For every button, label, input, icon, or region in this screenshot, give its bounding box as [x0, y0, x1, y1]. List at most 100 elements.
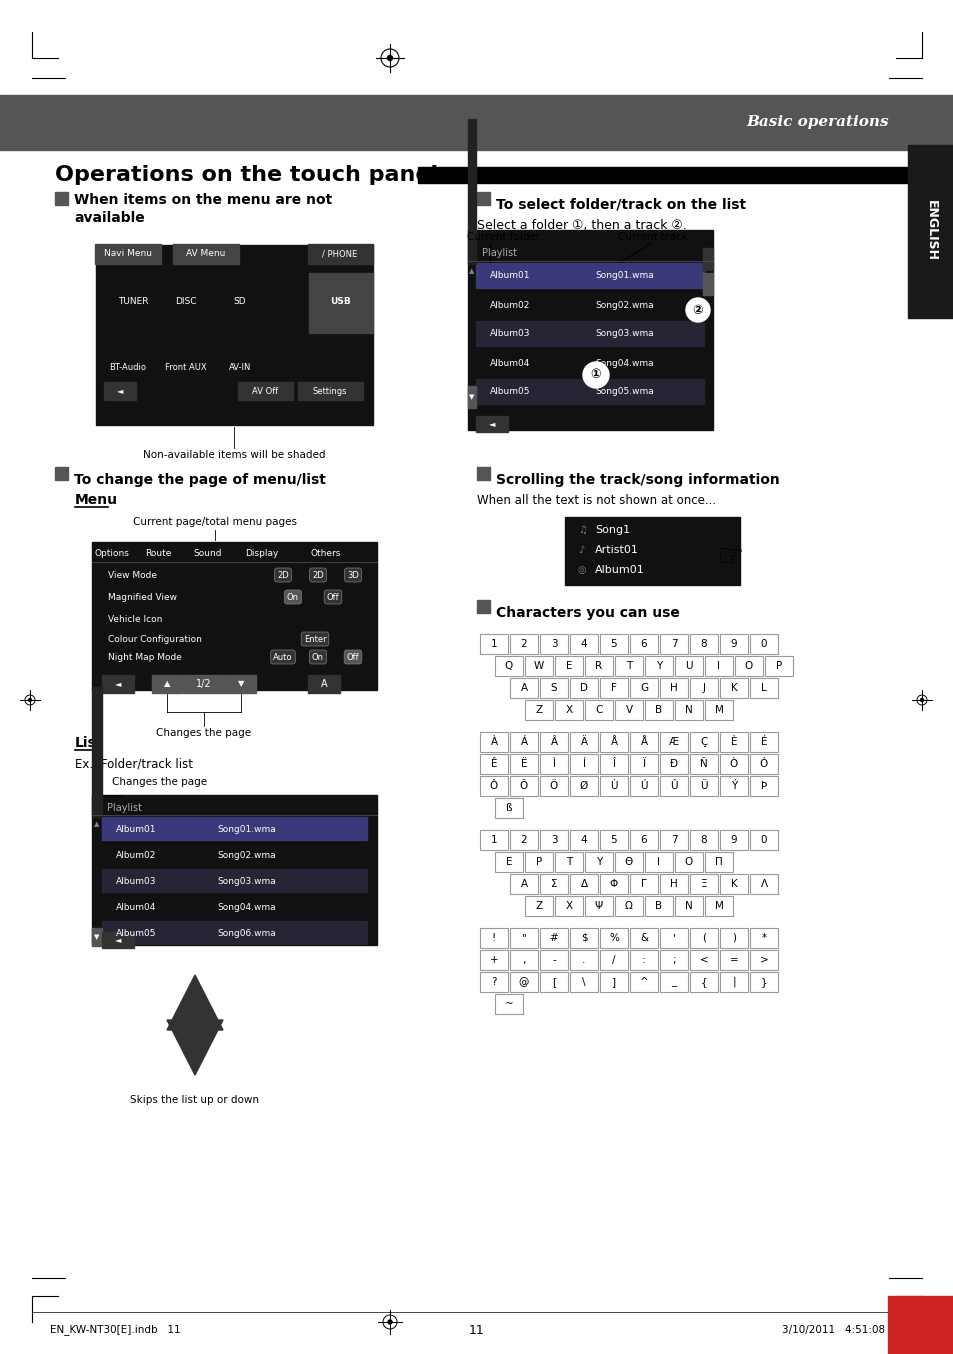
Bar	[659, 873, 687, 894]
Text: ♫: ♫	[578, 525, 586, 535]
Text: Current track: Current track	[618, 232, 687, 242]
Bar	[468, 119, 476, 264]
Polygon shape	[167, 1020, 223, 1075]
Bar	[308, 676, 339, 693]
Bar	[599, 754, 627, 774]
Text: ?: ?	[491, 978, 497, 987]
Text: Z: Z	[535, 705, 542, 715]
Bar	[569, 873, 598, 894]
Bar	[749, 678, 778, 699]
Bar	[539, 733, 567, 751]
Text: Δ: Δ	[579, 879, 587, 890]
Bar	[629, 634, 658, 654]
Bar	[749, 830, 778, 850]
Bar	[468, 386, 476, 408]
Bar	[702, 274, 712, 295]
Text: Ψ: Ψ	[595, 900, 602, 911]
Text: AV-IN: AV-IN	[229, 363, 251, 372]
Text: K: K	[730, 682, 737, 693]
Bar	[629, 754, 658, 774]
Text: 1: 1	[490, 639, 497, 649]
Text: Ω: Ω	[624, 900, 632, 911]
Text: Ö: Ö	[549, 781, 558, 791]
Bar	[584, 896, 613, 917]
Text: Θ: Θ	[624, 857, 633, 867]
Text: 5: 5	[610, 835, 617, 845]
Circle shape	[388, 1320, 392, 1324]
Bar	[95, 244, 161, 264]
Bar	[495, 994, 522, 1014]
Bar	[495, 655, 522, 676]
Bar	[569, 733, 598, 751]
Bar	[704, 896, 732, 917]
Bar	[629, 830, 658, 850]
Bar	[749, 951, 778, 969]
Text: B: B	[655, 705, 662, 715]
Bar	[599, 927, 627, 948]
Bar	[476, 349, 703, 375]
Text: AV Menu: AV Menu	[186, 249, 226, 259]
Bar	[476, 467, 490, 481]
Text: On: On	[287, 593, 298, 601]
Text: Route: Route	[145, 550, 171, 558]
Bar	[510, 873, 537, 894]
Text: Select a folder ①, then a track ②.: Select a folder ①, then a track ②.	[476, 218, 686, 232]
Text: Sound: Sound	[193, 550, 222, 558]
Text: Ξ: Ξ	[700, 879, 706, 890]
Text: 1/2: 1/2	[196, 678, 212, 689]
Bar	[629, 776, 658, 796]
Bar	[237, 382, 293, 399]
Bar	[102, 676, 133, 693]
Text: G: G	[639, 682, 647, 693]
Bar	[599, 733, 627, 751]
Text: 1: 1	[490, 835, 497, 845]
Text: Ì: Ì	[552, 760, 555, 769]
Text: Å: Å	[639, 737, 647, 747]
Bar	[476, 416, 507, 432]
Text: Non-available items will be shaded: Non-available items will be shaded	[143, 450, 325, 460]
Bar	[102, 816, 367, 839]
Text: Î: Î	[612, 760, 615, 769]
Text: Album03: Album03	[116, 876, 156, 886]
Text: Display: Display	[245, 550, 278, 558]
Bar	[764, 655, 792, 676]
Bar	[476, 263, 703, 288]
Text: À: À	[490, 737, 497, 747]
Text: 9: 9	[730, 835, 737, 845]
Bar	[584, 852, 613, 872]
Text: ): )	[731, 933, 735, 942]
Text: 6: 6	[640, 639, 647, 649]
Text: I: I	[717, 661, 720, 672]
Text: N: N	[684, 705, 692, 715]
Text: Å: Å	[610, 737, 617, 747]
Text: \: \	[581, 978, 585, 987]
Text: ▼: ▼	[469, 394, 475, 399]
Text: 2D: 2D	[312, 570, 323, 580]
Bar	[659, 830, 687, 850]
Bar	[479, 634, 507, 654]
Text: ~: ~	[504, 999, 513, 1009]
Bar	[629, 951, 658, 969]
Bar	[102, 869, 367, 892]
Text: Â: Â	[550, 737, 557, 747]
Text: Album01: Album01	[490, 272, 530, 280]
Text: Û: Û	[670, 781, 677, 791]
Text: ^: ^	[639, 978, 648, 987]
Text: /: /	[612, 955, 615, 965]
Text: ◄: ◄	[114, 680, 121, 688]
Bar	[749, 776, 778, 796]
Text: Magnified View: Magnified View	[108, 593, 177, 601]
Text: BT-Audio: BT-Audio	[110, 363, 147, 372]
Bar	[91, 542, 376, 691]
Bar	[599, 634, 627, 654]
Text: A: A	[520, 682, 527, 693]
Bar	[569, 972, 598, 992]
Text: Φ: Φ	[609, 879, 618, 890]
Text: ◄: ◄	[116, 386, 123, 395]
Text: <: <	[699, 955, 708, 965]
Text: _: _	[671, 978, 676, 987]
Bar	[615, 852, 642, 872]
Bar	[659, 951, 687, 969]
Circle shape	[685, 298, 709, 322]
Text: X: X	[565, 900, 572, 911]
